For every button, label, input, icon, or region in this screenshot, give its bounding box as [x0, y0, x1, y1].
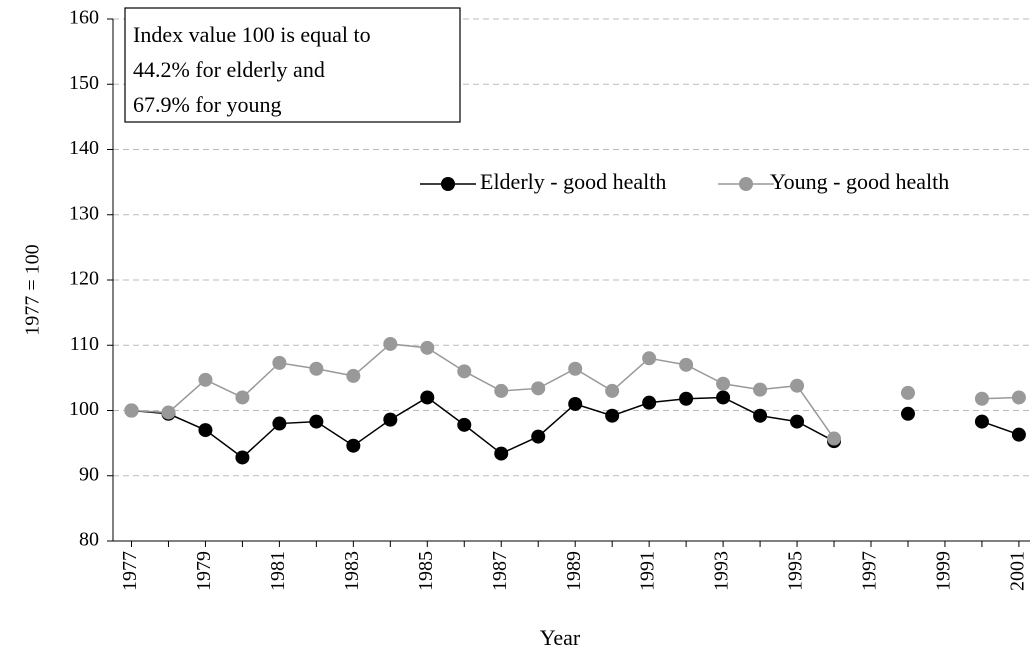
series-line — [131, 343, 1019, 439]
y-tick-label: 150 — [69, 72, 99, 94]
data-point — [1011, 427, 1026, 442]
data-point — [494, 383, 509, 398]
y-tick-label: 100 — [69, 398, 99, 420]
y-tick-label: 130 — [69, 202, 99, 224]
x-tick-label: 1997 — [859, 551, 881, 591]
annotation-box — [124, 7, 461, 123]
data-point — [679, 357, 694, 372]
x-tick-label: 1995 — [785, 551, 807, 591]
data-point — [235, 450, 250, 465]
data-point — [716, 376, 731, 391]
y-tick-label: 90 — [79, 463, 99, 485]
annotation-line: Index value 100 is equal to — [133, 22, 371, 47]
data-point — [457, 364, 472, 379]
data-point — [346, 368, 361, 383]
data-point — [974, 391, 989, 406]
y-tick-label: 110 — [70, 333, 99, 355]
data-point — [900, 385, 915, 400]
legend-marker — [441, 177, 455, 191]
y-tick-label: 120 — [69, 268, 99, 290]
data-point — [383, 412, 398, 427]
data-point — [974, 414, 989, 429]
data-point — [568, 396, 583, 411]
y-tick-label: 160 — [69, 7, 99, 29]
annotation-line: 67.9% for young — [133, 92, 281, 117]
x-tick-label: 1977 — [119, 551, 141, 591]
data-point — [309, 361, 324, 376]
x-tick-label: 1983 — [341, 551, 363, 591]
data-point — [198, 372, 213, 387]
x-tick-label: 1989 — [563, 551, 585, 591]
annotation-line: 44.2% for elderly and — [133, 57, 325, 82]
data-point — [272, 355, 287, 370]
x-tick-label: 2001 — [1007, 551, 1029, 591]
y-tick-label: 140 — [69, 137, 99, 159]
legend-label: Young - good health — [770, 169, 949, 194]
legend-label: Elderly - good health — [480, 169, 666, 194]
data-point — [827, 431, 842, 446]
data-point — [272, 416, 287, 431]
data-point — [346, 438, 361, 453]
x-axis-label: Year — [540, 625, 581, 650]
data-point — [753, 408, 768, 423]
data-point — [679, 391, 694, 406]
x-tick-label: 1999 — [933, 551, 955, 591]
data-point — [790, 378, 805, 393]
data-point — [1011, 390, 1026, 405]
data-point — [605, 408, 620, 423]
x-tick-label: 1993 — [711, 551, 733, 591]
y-axis-label: 1977 = 100 — [22, 244, 44, 335]
data-point — [531, 429, 546, 444]
data-point — [124, 403, 139, 418]
x-tick-label: 1981 — [267, 551, 289, 591]
data-point — [753, 382, 768, 397]
data-point — [642, 351, 657, 366]
data-point — [790, 414, 805, 429]
data-point — [420, 390, 435, 405]
x-tick-label: 1985 — [415, 551, 437, 591]
data-point — [642, 395, 657, 410]
data-point — [309, 414, 324, 429]
data-point — [568, 361, 583, 376]
x-tick-label: 1979 — [193, 551, 215, 591]
data-point — [457, 417, 472, 432]
data-point — [198, 423, 213, 438]
data-point — [494, 446, 509, 461]
data-point — [420, 340, 435, 355]
data-point — [900, 406, 915, 421]
x-tick-label: 1987 — [489, 551, 511, 591]
x-tick-label: 1991 — [637, 551, 659, 591]
y-tick-label: 80 — [79, 529, 99, 551]
data-point — [383, 336, 398, 351]
data-point — [235, 390, 250, 405]
data-point — [161, 405, 176, 420]
data-point — [716, 390, 731, 405]
data-point — [605, 383, 620, 398]
data-point — [531, 381, 546, 396]
legend-marker — [739, 177, 753, 191]
